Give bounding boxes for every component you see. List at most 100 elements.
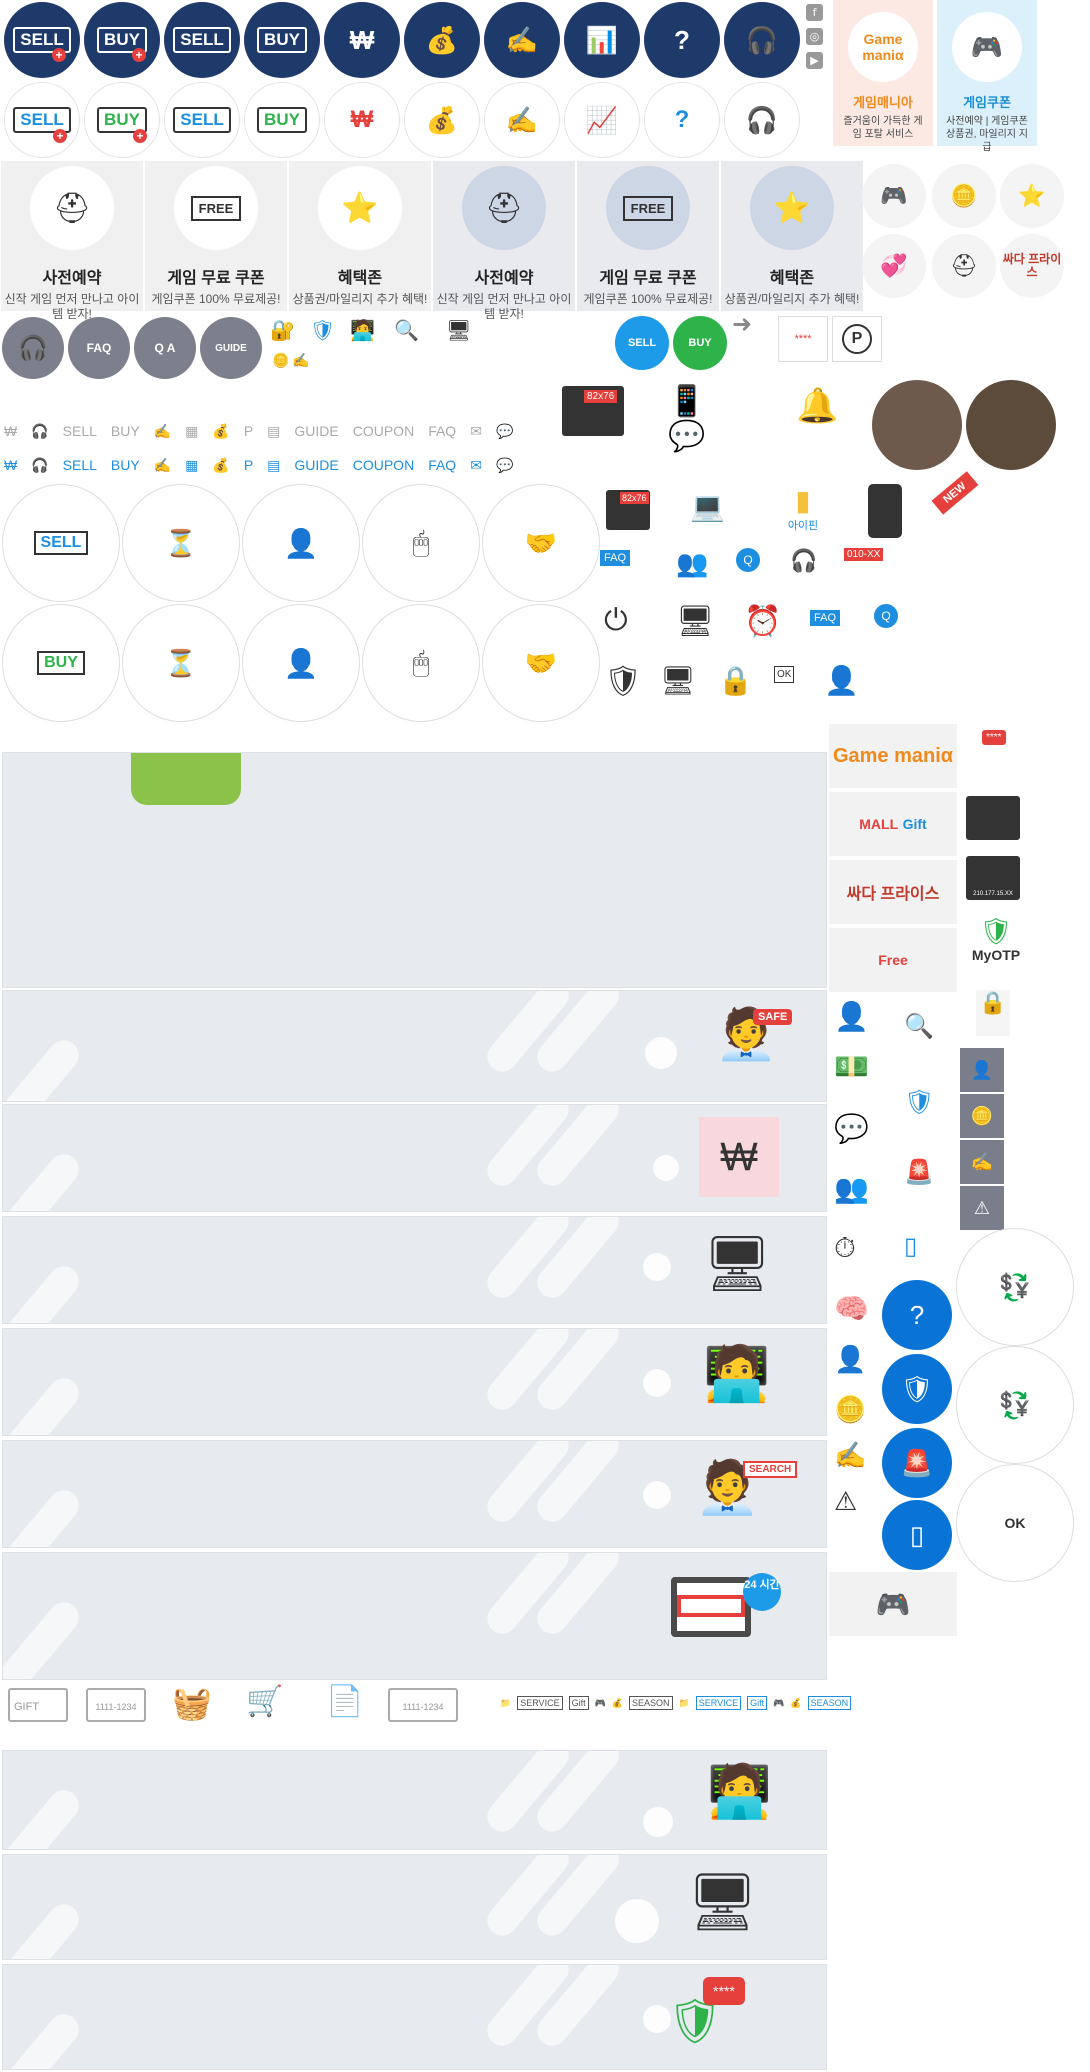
hand-star-small-icon[interactable]: ⭐ <box>1000 164 1064 228</box>
card-number-icon: 1111-1234 <box>86 1688 146 1722</box>
user-star-monitor-icon: 🧑‍💻 <box>703 1344 771 1404</box>
game-coupon-promo[interactable]: 🎮 게임쿠폰 사전예약 | 게임쿠폰 상품권, 마일리지 지급 <box>937 0 1037 153</box>
chat-line-icon: 💬 <box>495 456 514 473</box>
free-coins-small-icon[interactable]: 🪙 <box>932 164 996 228</box>
won-line-icon: ₩ <box>4 423 18 439</box>
basket-icon: 🧺 <box>172 1685 212 1721</box>
ok-handshake-green-icon[interactable]: 🤝 <box>482 604 600 722</box>
headset-grey-icon[interactable]: 🎧 <box>2 317 64 379</box>
card-free-coupon[interactable]: FREE 게임 무료 쿠폰 게임쿠폰 100% 무료제공! <box>145 161 287 311</box>
monitor-click-icon[interactable]: 🖱 <box>362 484 480 602</box>
won-bag-blue-icon: 💰 <box>790 1697 802 1708</box>
warning-banner: 🧑‍💻 <box>2 1750 827 1850</box>
won-outline-icon[interactable]: ₩ <box>324 82 400 158</box>
shield-user-blue-icon[interactable]: 🛡 <box>882 1354 952 1424</box>
sell-blue-icon[interactable]: SELL <box>615 316 669 370</box>
mail-line-icon: ✉ <box>470 456 482 473</box>
chart-icon[interactable]: 📊 <box>564 2 640 78</box>
ssada-price-box[interactable]: 싸다 프라이스 <box>829 860 957 924</box>
sell-coins-outline-icon[interactable]: SELL <box>164 82 240 158</box>
buy-line-icon: BUY <box>110 423 140 439</box>
gamepad-ticket-small-icon[interactable]: 🎮 <box>862 164 926 228</box>
calculator-line-icon: ▦ <box>185 456 199 473</box>
buy-plus-outline-icon[interactable]: BUY + <box>84 82 160 158</box>
gamepad-ticket-box[interactable]: 🎮 <box>829 1572 957 1636</box>
siren-blue-icon[interactable]: 🚨 <box>882 1428 952 1498</box>
buy-large-outline-icon[interactable]: BUY <box>2 604 120 722</box>
guide-grey-icon[interactable]: GUIDE <box>200 317 262 379</box>
question-bubble-icon[interactable]: ? <box>644 2 720 78</box>
card-pre-order-active[interactable]: ⛑ 사전예약 신작 게임 먼저 만나고 아이템 받자! <box>433 161 575 321</box>
headset-icon[interactable]: 🎧 <box>724 2 800 78</box>
question-bubble-outline-icon[interactable]: ? <box>644 82 720 158</box>
24hours-banner: 24 시간 <box>2 1552 827 1680</box>
won-hourglass-icon[interactable]: ⏳ <box>122 484 240 602</box>
ok-meeting-icon[interactable]: OK <box>956 1464 1074 1582</box>
service-line-icon-row: 📁 SERVICE Gift 🎮 💰 SEASON 📁 SERVICE Gift… <box>500 1690 964 1716</box>
headset-line-icon: 🎧 <box>31 422 49 439</box>
buy-green-icon[interactable]: BUY <box>673 316 727 370</box>
won-bag-icon[interactable]: 💰 <box>404 2 480 78</box>
ssada-price-logo[interactable]: 싸다 프라이스 <box>1000 234 1064 298</box>
headset-line-icon: 🎧 <box>31 456 49 473</box>
buy-coins-icon[interactable]: BUY <box>244 2 320 78</box>
headset-outline-icon[interactable]: 🎧 <box>724 82 800 158</box>
monitor-click-green-icon[interactable]: 🖱 <box>362 604 480 722</box>
tablet-line-icon: ▯ <box>904 1233 918 1260</box>
gift-mall-box[interactable]: MALL Gift <box>829 792 957 856</box>
card-benefit-zone[interactable]: ⭐ 혜택존 상품권/마일리지 추가 혜택! <box>289 161 431 311</box>
document-search-icon: 📄 <box>326 1685 364 1718</box>
gamemania-logo: Game maniα <box>848 12 918 82</box>
won-icon[interactable]: ₩ <box>324 2 400 78</box>
user-shield-2-icon: 👤 <box>824 665 859 696</box>
tablet-blue-icon[interactable]: ▯ <box>882 1500 952 1570</box>
hand-card-outline-icon[interactable]: ✍ <box>484 82 560 158</box>
helmet-check-small-icon[interactable]: ⛑ <box>932 234 996 298</box>
user-loading-icon[interactable]: 👤 <box>242 484 360 602</box>
won-line-icon: ₩ <box>4 457 18 473</box>
buy-plus-icon[interactable]: BUY + <box>84 2 160 78</box>
card-benefit-zone-active[interactable]: ⭐ 혜택존 상품권/마일리지 추가 혜택! <box>721 161 863 311</box>
plus-badge-icon: + <box>132 48 146 62</box>
buy-coins-outline-icon[interactable]: BUY <box>244 82 320 158</box>
user-thinking-icon: 🧠 <box>834 1293 869 1324</box>
hand-card-icon[interactable]: ✍ <box>484 2 560 78</box>
sell-coins-icon[interactable]: SELL <box>164 2 240 78</box>
won-meeting-icon[interactable]: 💱 <box>956 1228 1074 1346</box>
facebook-icon[interactable]: f <box>806 4 823 21</box>
season-tag-icon: SEASON <box>629 1696 673 1710</box>
phone-monitor-small-icon: 💻 <box>690 491 725 522</box>
user-loading-green-icon[interactable]: 👤 <box>242 604 360 722</box>
won-hourglass-green-icon[interactable]: ⏳ <box>122 604 240 722</box>
plus-badge-icon: + <box>52 48 66 62</box>
lock-bubble-icon: 🔐 <box>270 320 295 342</box>
question-search-blue-icon[interactable]: ? <box>882 1280 952 1350</box>
card-free-coupon-active[interactable]: FREE 게임 무료 쿠폰 게임쿠폰 100% 무료제공! <box>577 161 719 311</box>
shield-user-line-icon: 🛡 <box>904 1089 935 1116</box>
ok-checklist-icon: OK <box>774 666 795 683</box>
qa-grey-icon[interactable]: Q A <box>134 317 196 379</box>
qa-person-icon: Q <box>736 548 760 572</box>
password-bubble: **** <box>703 1977 745 2005</box>
won-bag-outline-icon[interactable]: 💰 <box>404 82 480 158</box>
youtube-icon[interactable]: ▶ <box>806 52 823 69</box>
mileage-hearts-icon[interactable]: 💞 <box>862 234 926 298</box>
faq-grey-icon[interactable]: FAQ <box>68 317 130 379</box>
won-meeting-2-icon[interactable]: 💱 <box>956 1346 1074 1464</box>
instagram-icon[interactable]: ◎ <box>806 28 823 45</box>
point-line-icon: P <box>243 457 254 473</box>
sell-plus-outline-icon[interactable]: SELL + <box>4 82 80 158</box>
gamemania-promo[interactable]: Game maniα 게임매니아 즐거움이 가득한 게임 포탈 서비스 <box>833 0 933 146</box>
card-pre-order[interactable]: ⛑ 사전예약 신작 게임 먼저 만나고 아이템 받자! <box>1 161 143 321</box>
free-coins-box[interactable]: Free <box>829 928 957 992</box>
clock-user-icon: ⏱ <box>834 1232 856 1263</box>
sell-plus-icon[interactable]: SELL + <box>4 2 80 78</box>
user-add-grey-icon: 👤 <box>960 1048 1004 1092</box>
point-icon: P <box>832 316 882 362</box>
ok-handshake-icon[interactable]: 🤝 <box>482 484 600 602</box>
chart-outline-icon[interactable]: 📈 <box>564 82 640 158</box>
gamepad-blue-icon: 🎮 <box>773 1697 785 1708</box>
new-ribbon-label: NEW <box>931 471 979 515</box>
sell-large-outline-icon[interactable]: SELL <box>2 484 120 602</box>
gamemania-logo-box[interactable]: Game maniα <box>829 724 957 788</box>
